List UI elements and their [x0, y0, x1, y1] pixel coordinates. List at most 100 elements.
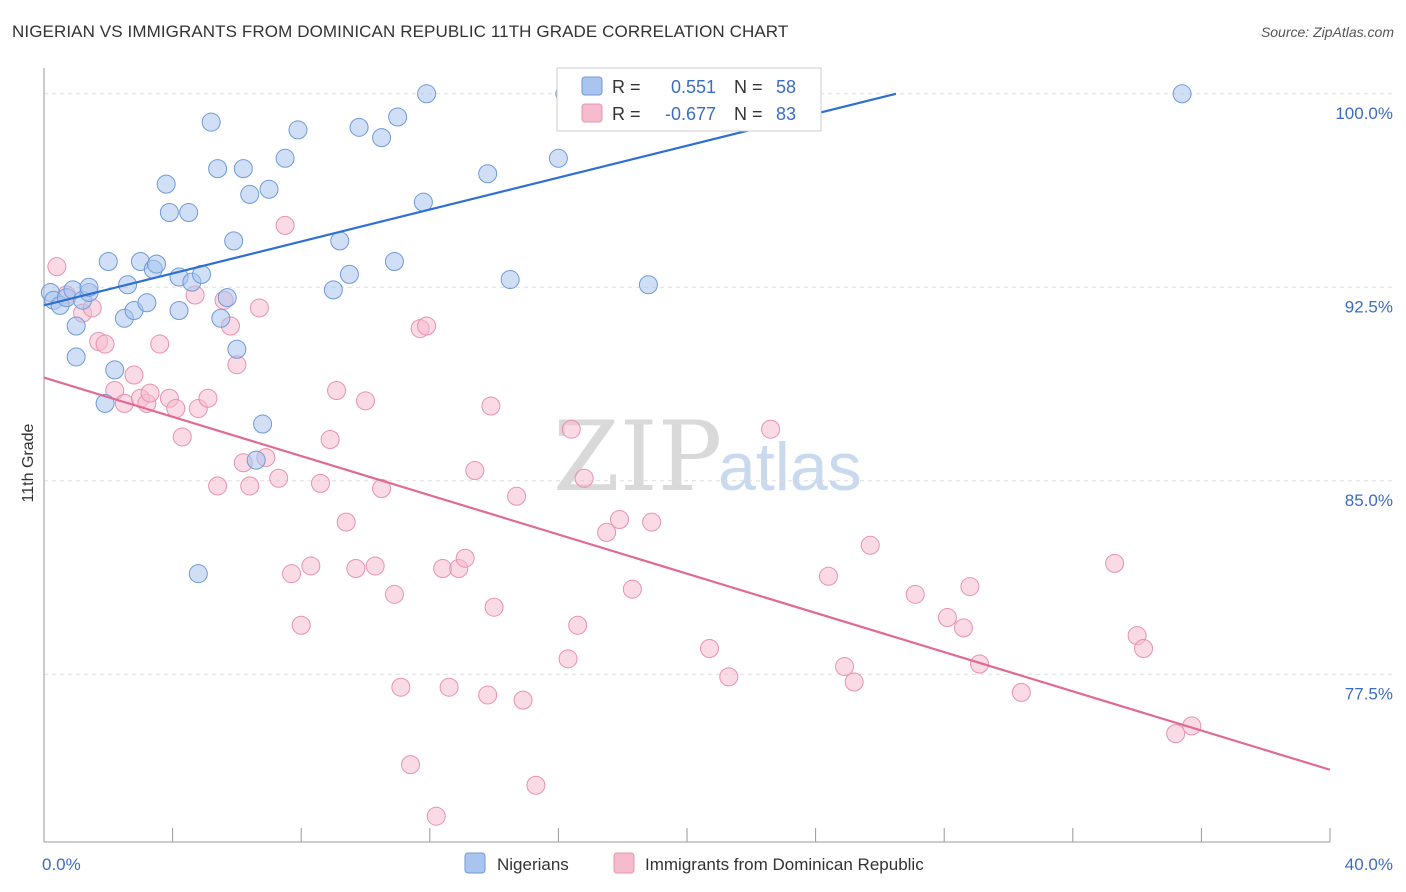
stat-n-label-blue: N =	[734, 77, 763, 97]
data-point	[95, 393, 115, 413]
data-point	[105, 360, 125, 380]
x-tick-label-min: 0.0%	[42, 855, 81, 874]
data-point	[124, 365, 144, 385]
y-axis-title: 11th Grade	[20, 423, 37, 502]
data-point	[481, 396, 501, 416]
legend-label-dominican: Immigrants from Dominican Republic	[645, 855, 924, 874]
data-point	[240, 184, 260, 204]
gridlines	[44, 93, 1392, 675]
data-point	[95, 334, 115, 354]
y-tick-labels: 77.5% 85.0% 92.5% 100.0%	[1335, 104, 1393, 703]
stats-swatch-pink	[581, 103, 603, 123]
data-point	[336, 512, 356, 532]
data-point	[365, 556, 385, 576]
data-point	[327, 381, 347, 400]
data-point	[465, 460, 485, 480]
data-point	[558, 649, 578, 669]
data-point	[417, 84, 437, 104]
data-point	[844, 672, 864, 692]
stat-n-value-blue: 58	[776, 77, 796, 97]
data-point	[548, 148, 568, 168]
series-dominican-points	[47, 215, 1202, 826]
data-point	[169, 301, 189, 321]
data-point	[47, 257, 67, 277]
data-point	[433, 559, 453, 579]
data-point	[172, 427, 192, 447]
legend-label-nigerians: Nigerians	[497, 855, 569, 874]
data-point	[513, 690, 533, 710]
y-tick-label: 100.0%	[1335, 104, 1393, 123]
x-tick-label-max: 40.0%	[1345, 855, 1393, 874]
data-point	[346, 559, 366, 579]
data-point	[246, 450, 266, 470]
data-point	[310, 473, 330, 493]
data-point	[372, 128, 392, 148]
x-tick-labels: 0.0% 40.0%	[42, 855, 1393, 874]
data-point	[147, 254, 167, 274]
data-point	[835, 657, 855, 677]
data-point	[179, 202, 199, 222]
data-point	[761, 419, 781, 439]
data-point	[269, 468, 289, 488]
axes	[43, 68, 1331, 843]
data-point	[719, 667, 739, 687]
data-point	[1172, 84, 1192, 104]
data-point	[137, 293, 157, 313]
stat-n-value-pink: 83	[776, 104, 796, 124]
stats-box: R = 0.551 N = 58 R = -0.677 N = 83	[556, 67, 822, 132]
data-point	[500, 270, 520, 290]
data-point	[356, 391, 375, 411]
legend: Nigerians Immigrants from Dominican Repu…	[464, 852, 924, 874]
y-tick-label: 85.0%	[1345, 491, 1393, 510]
data-point	[526, 775, 546, 795]
data-point	[597, 522, 617, 542]
data-point	[227, 339, 247, 359]
data-point	[301, 556, 321, 576]
trend-line-pink	[43, 376, 1331, 771]
data-point	[188, 564, 208, 584]
data-point	[642, 512, 662, 532]
data-point	[288, 120, 308, 140]
data-point	[291, 615, 311, 635]
data-point	[275, 148, 295, 168]
data-point	[159, 202, 179, 222]
data-point	[98, 252, 118, 271]
data-point	[507, 486, 527, 506]
data-point	[208, 159, 228, 179]
data-point	[320, 430, 340, 450]
stat-r-label-pink: R =	[612, 104, 641, 124]
data-point	[905, 584, 925, 604]
data-point	[140, 383, 160, 403]
data-point	[275, 215, 295, 235]
data-point	[150, 334, 170, 354]
data-point	[1105, 553, 1125, 573]
data-point	[417, 316, 437, 336]
data-point	[478, 685, 498, 705]
data-point	[384, 252, 404, 271]
watermark-atlas: atlas	[718, 429, 862, 505]
data-point	[860, 535, 880, 555]
data-point	[156, 174, 176, 194]
watermark: ZIP atlas	[553, 401, 862, 513]
data-point	[426, 806, 446, 826]
data-point	[478, 164, 498, 184]
chart-title: NIGERIAN VS IMMIGRANTS FROM DOMINICAN RE…	[12, 22, 789, 41]
data-point	[953, 618, 973, 638]
data-point	[960, 577, 980, 597]
data-point	[201, 112, 221, 132]
data-point	[240, 476, 260, 496]
data-point	[384, 584, 404, 604]
data-point	[224, 231, 244, 251]
data-point	[1166, 724, 1186, 744]
data-point	[700, 639, 720, 658]
data-point	[455, 548, 475, 568]
stat-r-label-blue: R =	[612, 77, 641, 97]
data-point	[253, 414, 273, 434]
data-point	[233, 159, 253, 179]
legend-swatch-dominican	[613, 852, 635, 874]
stat-r-value-pink: -0.677	[665, 104, 716, 124]
stat-n-label-pink: N =	[734, 104, 763, 124]
data-point	[79, 277, 99, 297]
data-point	[638, 275, 658, 295]
